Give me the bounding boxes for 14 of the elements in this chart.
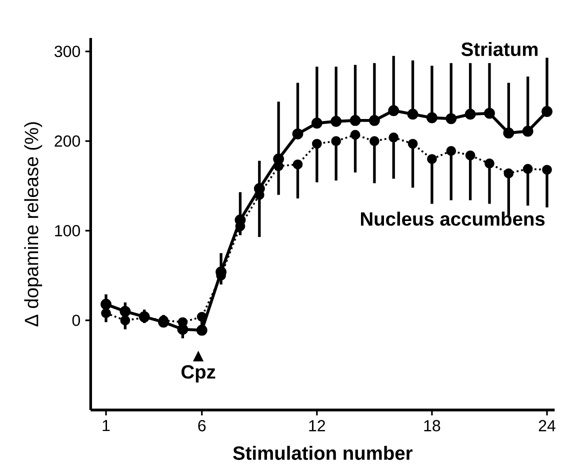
- x-tick-label: 6: [198, 420, 206, 432]
- x-tick-label: 24: [538, 420, 556, 432]
- y-axis-title: Δ dopamine release (%): [24, 122, 42, 326]
- text: Striatum: [461, 42, 538, 56]
- x-tick-label: 12: [309, 420, 326, 432]
- y-tick-label: 100: [55, 225, 80, 236]
- y-tick-label: 200: [54, 135, 80, 147]
- y-tick-label: 300: [54, 46, 80, 58]
- x-tick-label: 1: [102, 420, 110, 432]
- series-label: Nucleus accumbens: [361, 212, 545, 226]
- x-tick-label: 18: [424, 420, 440, 432]
- annotation: Cpz: [182, 365, 216, 382]
- y-tick-label: 0: [72, 314, 80, 326]
- x-axis-title: Stimulation number: [233, 446, 412, 460]
